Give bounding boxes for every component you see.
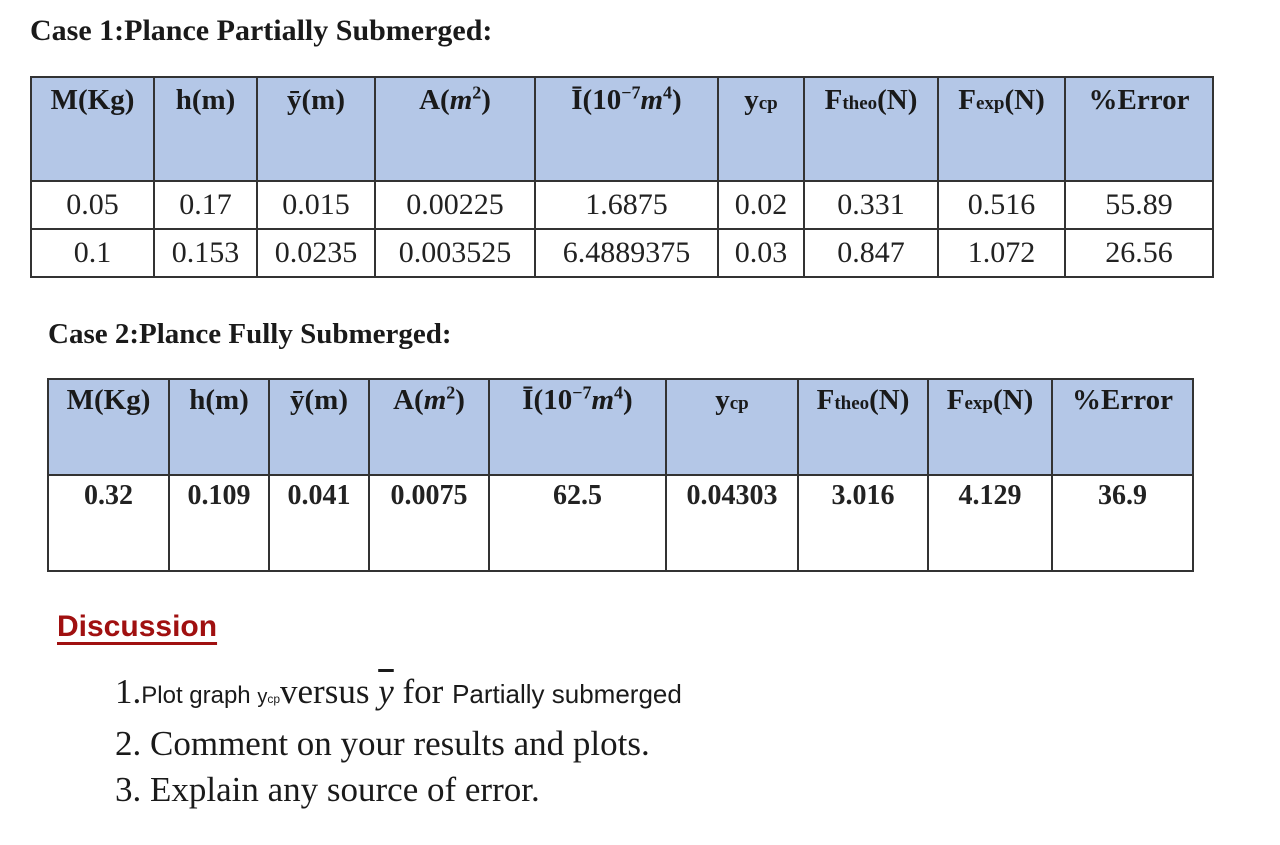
col-header-area: A(m2) [368, 378, 490, 476]
col-header-ftheo: Ftheo(N) [797, 378, 929, 476]
question-text: Comment on your results and plots. [150, 724, 650, 763]
cell-ftheo: 0.331 [803, 180, 939, 230]
case2-table: M(Kg) h(m) ȳ(m) A(m2) Ī(10−7m4) ycp Fthe… [47, 378, 1194, 572]
col-header-ybar: ȳ(m) [268, 378, 370, 476]
cell-fexp: 4.129 [927, 474, 1053, 572]
col-header-ybar: ȳ(m) [256, 76, 376, 182]
cell-ycp: 0.03 [717, 228, 805, 278]
case1-table: M(Kg) h(m) ȳ(m) A(m2) Ī(10−7m4) ycp Fthe… [30, 76, 1214, 278]
question-number: 3. [115, 770, 142, 809]
ycp-symbol: ycp [257, 686, 281, 708]
table-row: 0.32 0.109 0.041 0.0075 62.5 0.04303 3.0… [47, 474, 1194, 572]
question-text: Explain any source of error. [150, 770, 540, 809]
col-header-ycp: ycp [665, 378, 799, 476]
question-text: Plot graph [141, 682, 258, 709]
question-2: 2. Comment on your results and plots. [115, 724, 650, 764]
col-header-error: %Error [1051, 378, 1194, 476]
col-header-inertia: Ī(10−7m4) [488, 378, 667, 476]
col-header-fexp: Fexp(N) [927, 378, 1053, 476]
cell-ybar: 0.015 [256, 180, 376, 230]
case2-title: Case 2:Plance Fully Submerged: [48, 318, 452, 350]
cell-height: 0.153 [153, 228, 258, 278]
for-text: for [402, 672, 444, 711]
question-number: 1. [115, 672, 142, 711]
cell-mass: 0.1 [30, 228, 155, 278]
cell-ybar: 0.0235 [256, 228, 376, 278]
cell-ycp: 0.04303 [665, 474, 799, 572]
case2-header-row: M(Kg) h(m) ȳ(m) A(m2) Ī(10−7m4) ycp Fthe… [47, 378, 1194, 476]
cell-height: 0.17 [153, 180, 258, 230]
case1-title: Case 1:Plance Partially Submerged: [30, 14, 493, 47]
cell-fexp: 1.072 [937, 228, 1066, 278]
cell-area: 0.003525 [374, 228, 536, 278]
col-header-area: A(m2) [374, 76, 536, 182]
cell-inertia: 6.4889375 [534, 228, 719, 278]
cell-ybar: 0.041 [268, 474, 370, 572]
col-header-fexp: Fexp(N) [937, 76, 1066, 182]
cell-ycp: 0.02 [717, 180, 805, 230]
cell-error: 55.89 [1064, 180, 1214, 230]
cell-mass: 0.05 [30, 180, 155, 230]
table-row: 0.05 0.17 0.015 0.00225 1.6875 0.02 0.33… [30, 180, 1214, 230]
cell-area: 0.00225 [374, 180, 536, 230]
col-header-mass: M(Kg) [47, 378, 170, 476]
question-1: 1.Plot graph ycpversus y for Partially s… [115, 672, 682, 712]
cell-ftheo: 3.016 [797, 474, 929, 572]
cell-inertia: 62.5 [488, 474, 667, 572]
cell-inertia: 1.6875 [534, 180, 719, 230]
col-header-error: %Error [1064, 76, 1214, 182]
cell-fexp: 0.516 [937, 180, 1066, 230]
question-text-tail: Partially submerged [452, 679, 682, 709]
cell-error: 26.56 [1064, 228, 1214, 278]
ybar-symbol: y [378, 672, 394, 711]
question-number: 2. [115, 724, 142, 763]
cell-error: 36.9 [1051, 474, 1194, 572]
col-header-ftheo: Ftheo(N) [803, 76, 939, 182]
col-header-mass: M(Kg) [30, 76, 155, 182]
cell-height: 0.109 [168, 474, 270, 572]
question-3: 3. Explain any source of error. [115, 770, 540, 810]
cell-mass: 0.32 [47, 474, 170, 572]
col-header-ycp: ycp [717, 76, 805, 182]
col-header-height: h(m) [153, 76, 258, 182]
cell-ftheo: 0.847 [803, 228, 939, 278]
versus-text: versus [280, 672, 370, 711]
col-header-height: h(m) [168, 378, 270, 476]
discussion-heading: Discussion [57, 610, 218, 643]
case1-header-row: M(Kg) h(m) ȳ(m) A(m2) Ī(10−7m4) ycp Fthe… [30, 76, 1214, 182]
table-row: 0.1 0.153 0.0235 0.003525 6.4889375 0.03… [30, 228, 1214, 278]
cell-area: 0.0075 [368, 474, 490, 572]
col-header-inertia: Ī(10−7m4) [534, 76, 719, 182]
